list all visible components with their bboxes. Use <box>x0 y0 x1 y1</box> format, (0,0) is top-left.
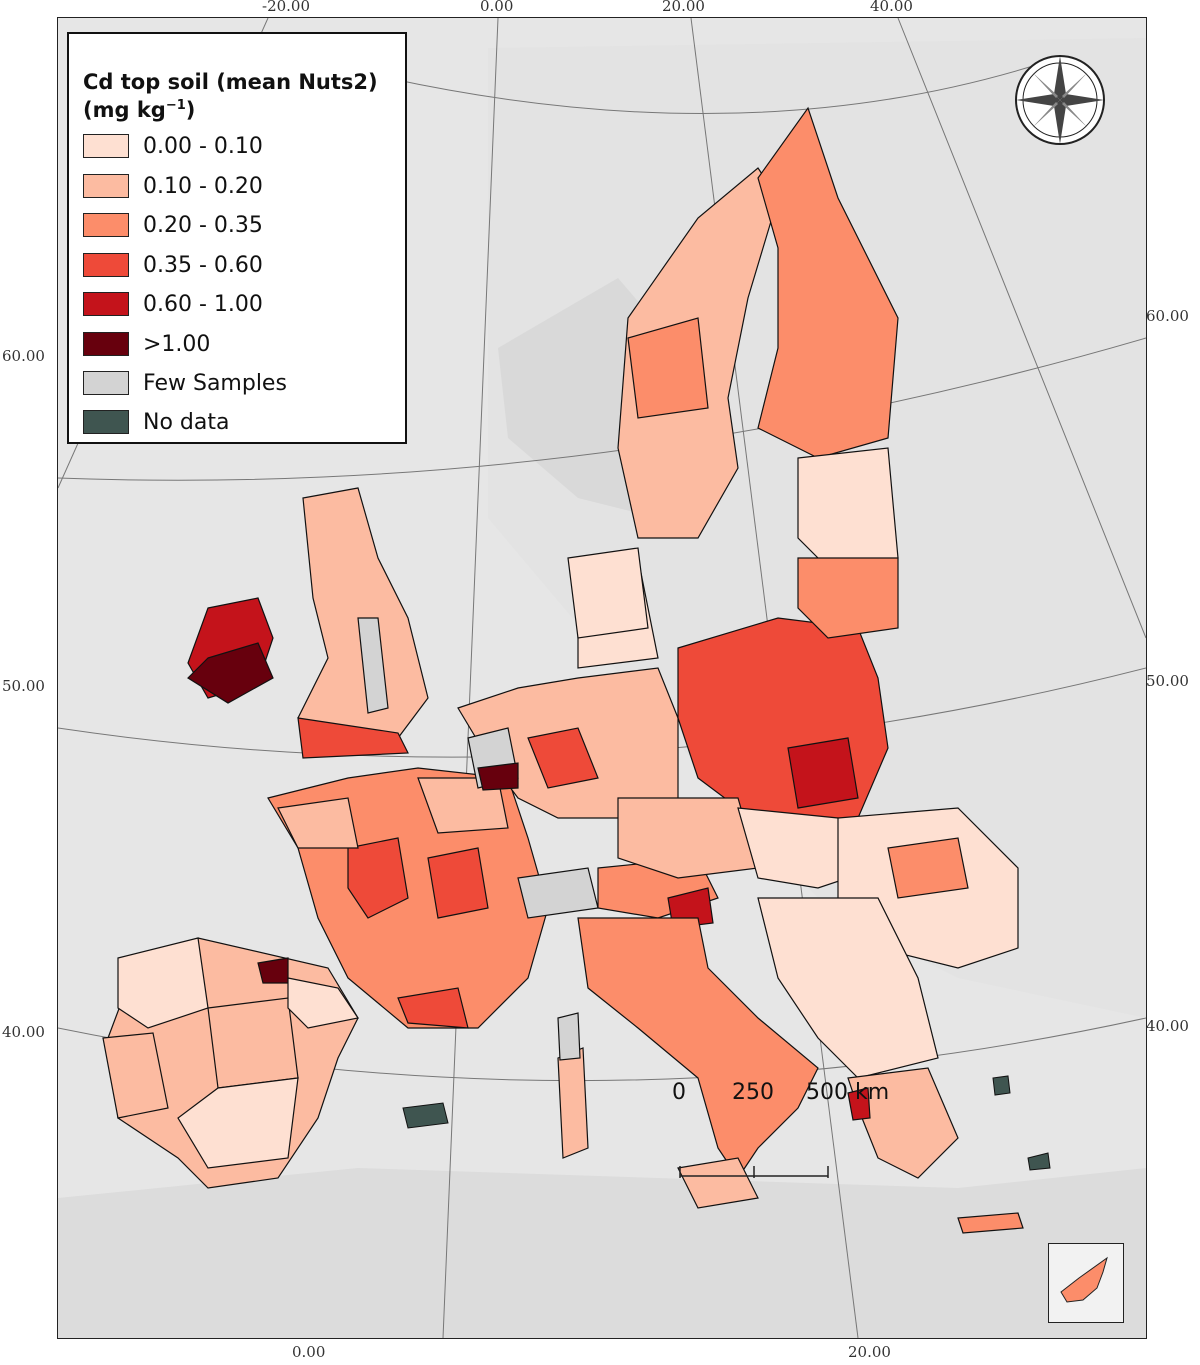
legend-title-close: ) <box>185 98 196 122</box>
lat-label-left-3: 40.00 <box>2 1023 45 1041</box>
legend-item: No data <box>83 408 229 436</box>
legend-label: 0.60 - 1.00 <box>143 291 263 317</box>
legend-item: Few Samples <box>83 369 287 397</box>
legend-title-unit: (mg kg <box>83 98 166 122</box>
lat-label-right-2: 50.00 <box>1146 672 1189 690</box>
map-canvas[interactable] <box>58 18 1146 1338</box>
legend-label: 0.10 - 0.20 <box>143 173 263 199</box>
legend-label: No data <box>143 409 230 435</box>
legend-item: 0.00 - 0.10 <box>83 132 263 160</box>
region-france <box>267 767 549 1029</box>
legend-title-line2: (mg kg−1) <box>83 94 378 122</box>
legend-label: Few Samples <box>143 370 287 396</box>
legend-swatch <box>83 253 129 277</box>
legend-title-exponent: −1 <box>165 98 186 113</box>
lon-label-top-4: 40.00 <box>870 0 913 15</box>
legend-swatch <box>83 371 129 395</box>
legend-swatch <box>83 332 129 356</box>
compass-rose-icon <box>1012 52 1108 148</box>
legend-title: Cd top soil (mean Nuts2) (mg kg−1) <box>83 71 378 122</box>
legend-label: 0.35 - 0.60 <box>143 252 263 278</box>
region-alps-italy <box>517 857 819 1209</box>
lon-label-bottom-1: 0.00 <box>292 1343 326 1361</box>
legend-label: 0.00 - 0.10 <box>143 133 263 159</box>
lon-label-top-1: -20.00 <box>262 0 311 15</box>
cyprus-shape <box>1060 1256 1108 1303</box>
legend-item: 0.35 - 0.60 <box>83 251 263 279</box>
legend-swatch <box>83 213 129 237</box>
legend-swatch <box>83 292 129 316</box>
legend-item: 0.10 - 0.20 <box>83 172 263 200</box>
scale-bar-line <box>679 1166 829 1178</box>
legend-swatch <box>83 134 129 158</box>
legend-title-line1: Cd top soil (mean Nuts2) <box>83 70 378 94</box>
region-southeast <box>757 807 1024 1234</box>
lat-label-left-2: 50.00 <box>2 677 45 695</box>
scale-bar: 0 250 500 km <box>660 1080 900 1190</box>
scale-label-250: 250 <box>732 1080 774 1105</box>
region-british-isles <box>187 487 429 759</box>
map-frame[interactable] <box>57 17 1147 1339</box>
region-iberia <box>102 937 359 1189</box>
lon-label-top-3: 20.00 <box>662 0 705 15</box>
lat-label-right-3: 40.00 <box>1146 1017 1189 1035</box>
cyprus-inset <box>1048 1243 1124 1323</box>
region-no-data <box>402 1075 1051 1171</box>
scale-label-500: 500 km <box>806 1080 890 1105</box>
legend-label: 0.20 - 0.35 <box>143 212 263 238</box>
legend-label: >1.00 <box>143 331 211 357</box>
lon-label-top-2: 0.00 <box>480 0 514 15</box>
lat-label-right-1: 60.00 <box>1146 307 1189 325</box>
legend-swatch <box>83 410 129 434</box>
lat-label-left-1: 60.00 <box>2 347 45 365</box>
legend-item: 0.20 - 0.35 <box>83 211 263 239</box>
legend-item: 0.60 - 1.00 <box>83 290 263 318</box>
scale-label-0: 0 <box>672 1080 686 1105</box>
legend: Cd top soil (mean Nuts2) (mg kg−1) 0.00 … <box>67 32 407 444</box>
lon-label-bottom-2: 20.00 <box>848 1343 891 1361</box>
region-north <box>567 106 899 639</box>
legend-swatch <box>83 174 129 198</box>
legend-item: >1.00 <box>83 330 210 358</box>
